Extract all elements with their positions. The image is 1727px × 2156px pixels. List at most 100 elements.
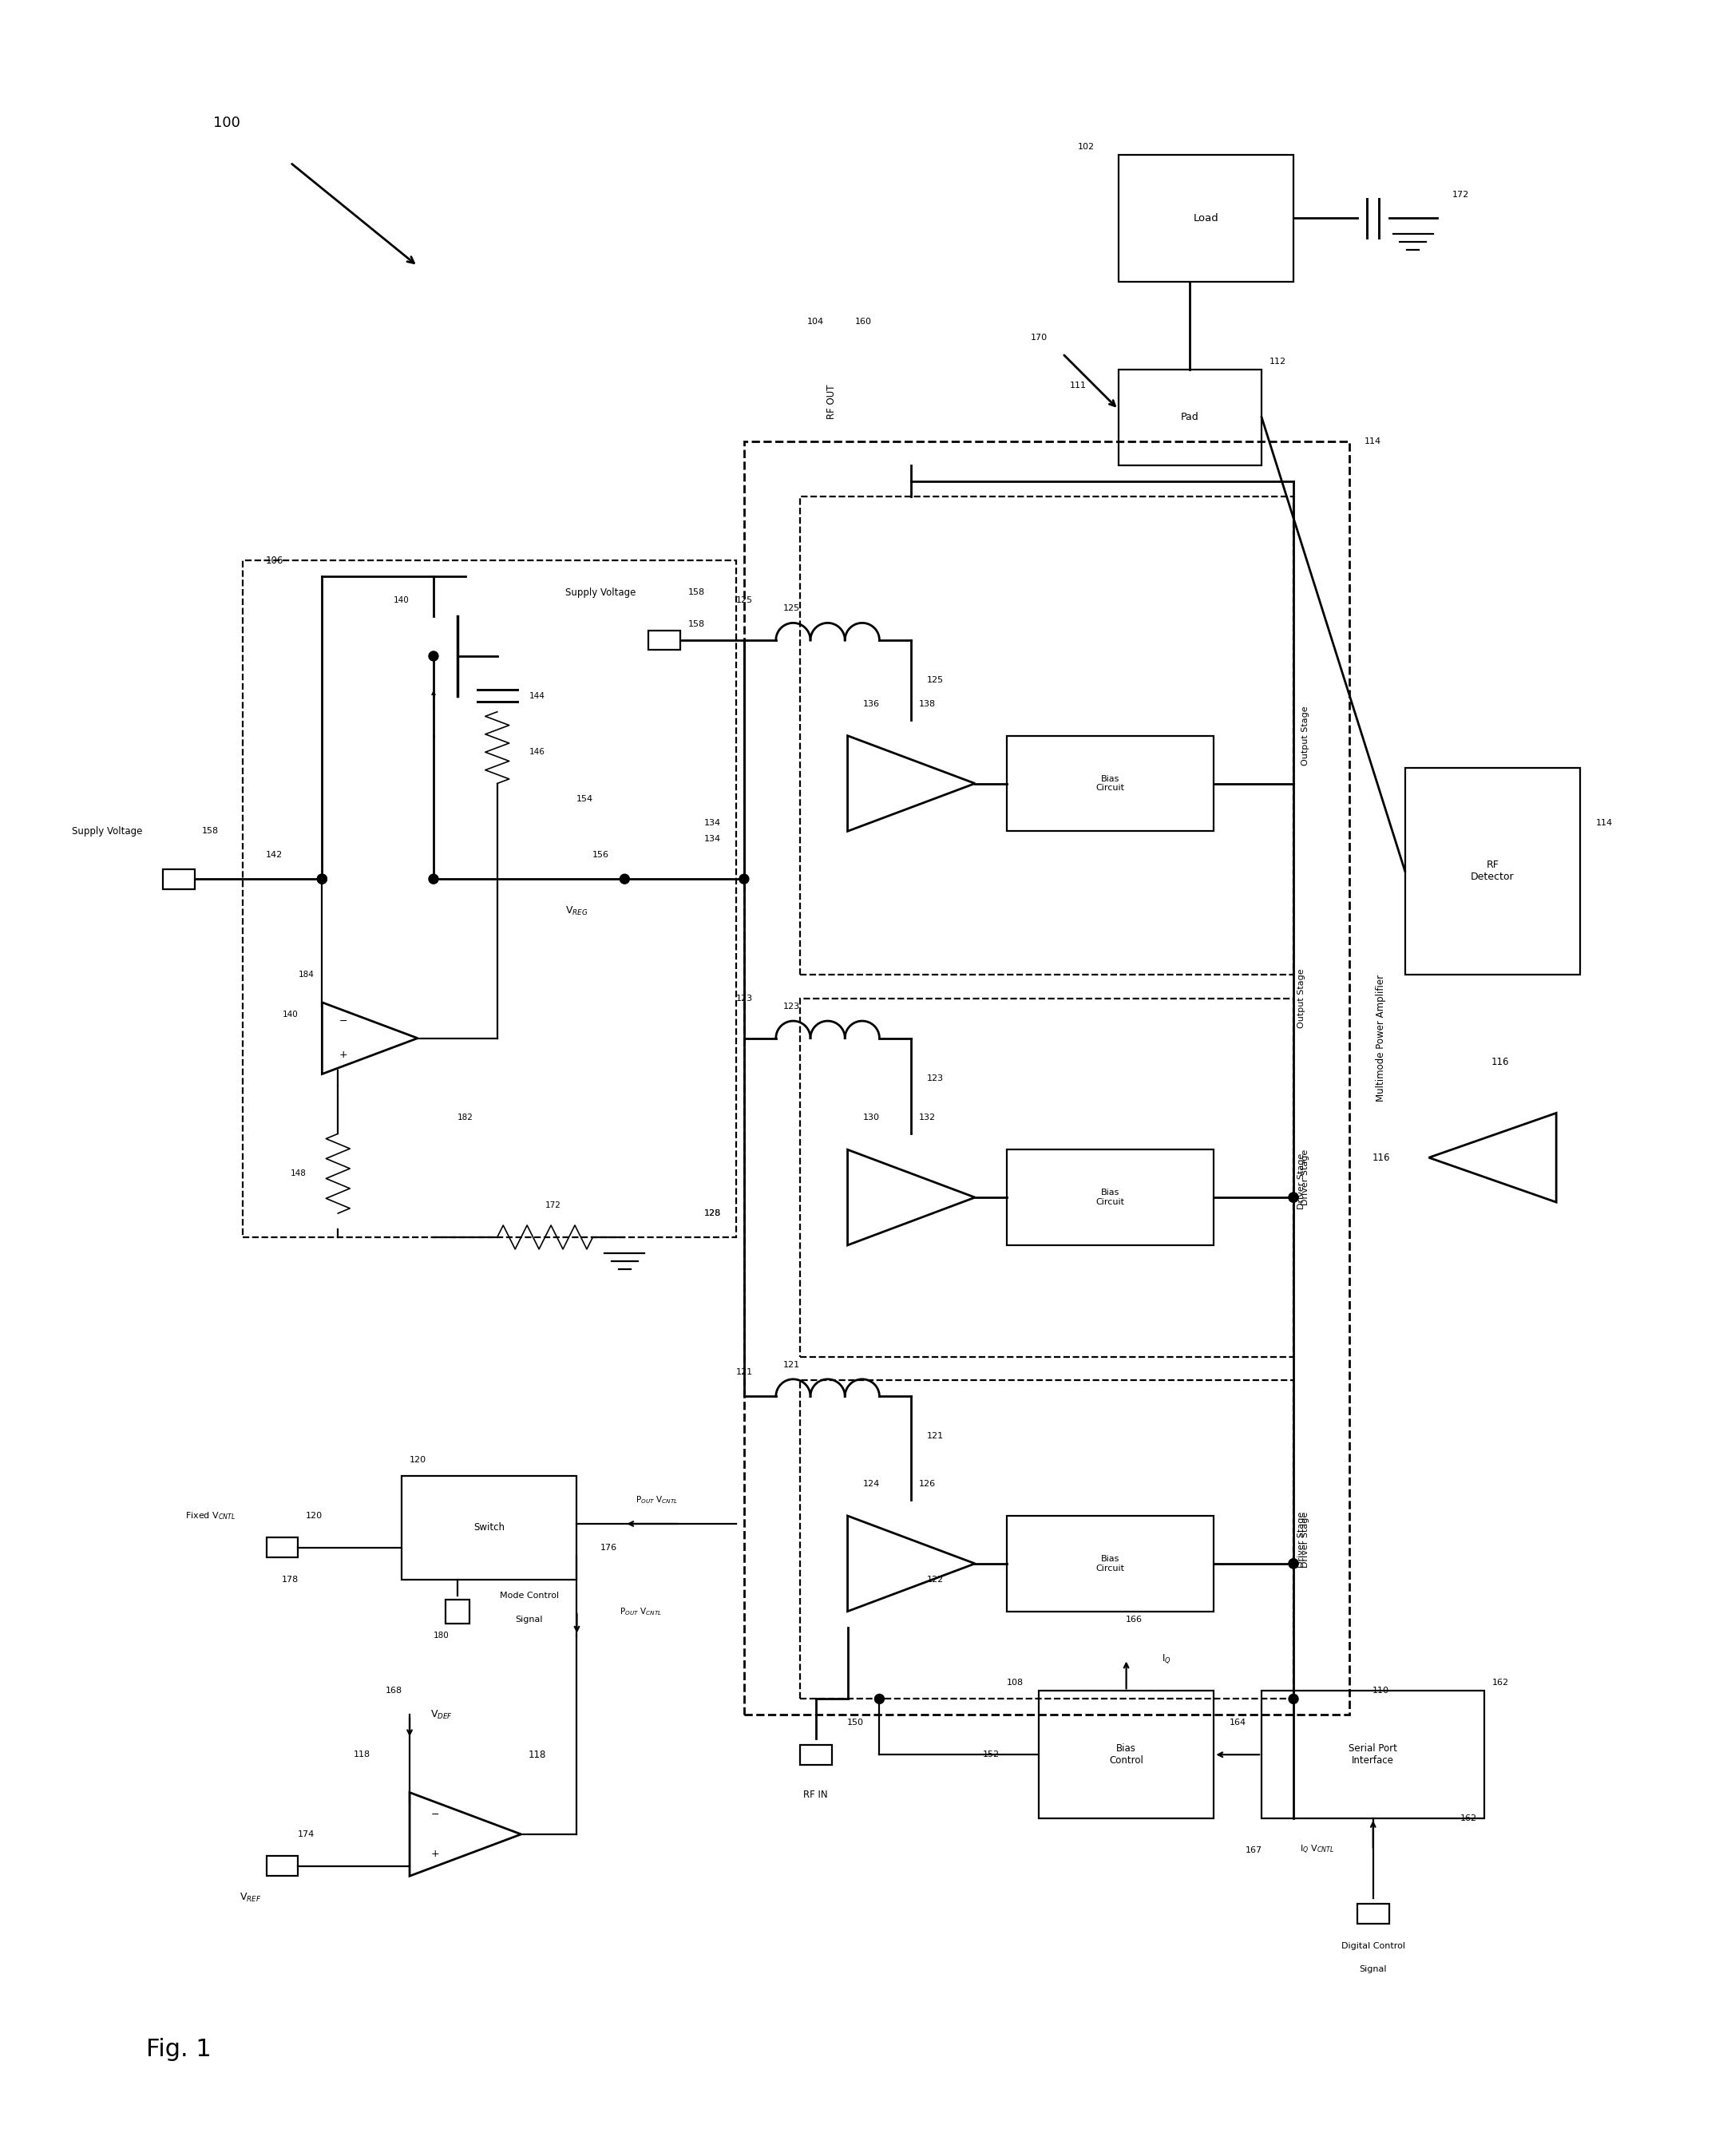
Bar [800, 1744, 832, 1764]
Text: 150: 150 [848, 1718, 864, 1727]
Text: 120: 120 [409, 1455, 427, 1464]
Text: 162: 162 [1492, 1680, 1509, 1686]
Text: Driver Stage: Driver Stage [1302, 1149, 1309, 1205]
Text: 168: 168 [385, 1686, 402, 1695]
Circle shape [428, 651, 439, 662]
Text: 126: 126 [919, 1479, 936, 1488]
Circle shape [1288, 1695, 1299, 1703]
Text: 164: 164 [1230, 1718, 1247, 1727]
Bar [800, 496, 1294, 975]
Text: 114: 114 [1596, 819, 1613, 828]
Bar [800, 1380, 1294, 1699]
Circle shape [1288, 1559, 1299, 1567]
Text: 182: 182 [458, 1115, 473, 1121]
Bar [402, 1477, 577, 1580]
Text: 121: 121 [784, 1360, 800, 1369]
Text: 102: 102 [1078, 142, 1095, 151]
Text: 144: 144 [528, 692, 546, 701]
Text: 123: 123 [927, 1074, 943, 1082]
Text: −: − [430, 1809, 439, 1820]
Text: Multimode Power Amplifier: Multimode Power Amplifier [1376, 975, 1387, 1102]
Text: 108: 108 [1007, 1680, 1022, 1686]
Circle shape [739, 873, 750, 884]
Text: I$_Q$ V$_{CNTL}$: I$_Q$ V$_{CNTL}$ [1300, 1843, 1335, 1856]
Text: P$_{OUT}$ V$_{CNTL}$: P$_{OUT}$ V$_{CNTL}$ [620, 1606, 661, 1617]
Text: Bias
Circuit: Bias Circuit [1097, 1554, 1124, 1572]
Text: 167: 167 [1245, 1846, 1262, 1854]
Text: Bias
Circuit: Bias Circuit [1097, 774, 1124, 791]
Text: 158: 158 [687, 621, 705, 627]
Bar [1007, 735, 1214, 832]
Text: 106: 106 [266, 556, 283, 565]
Text: 172: 172 [1452, 190, 1470, 198]
Text: V$_{REG}$: V$_{REG}$ [565, 906, 589, 916]
Text: Digital Control: Digital Control [1342, 1943, 1406, 1949]
Text: 142: 142 [266, 852, 283, 858]
Bar [1357, 1904, 1389, 1923]
Text: 178: 178 [282, 1576, 299, 1583]
Text: 123: 123 [736, 994, 753, 1003]
Text: 134: 134 [705, 819, 720, 828]
Text: +: + [338, 1050, 347, 1061]
Text: Bias
Control: Bias Control [1109, 1744, 1143, 1766]
Text: 125: 125 [784, 604, 800, 612]
Text: Switch: Switch [473, 1522, 504, 1533]
Text: Supply Voltage: Supply Voltage [73, 826, 142, 837]
Text: 174: 174 [297, 1830, 314, 1839]
Text: 138: 138 [919, 701, 936, 707]
Bar [1406, 768, 1580, 975]
Text: 118: 118 [354, 1751, 370, 1759]
Text: 148: 148 [290, 1169, 306, 1177]
Text: 104: 104 [807, 317, 824, 326]
Bar [800, 998, 1294, 1356]
Text: 116: 116 [1371, 1153, 1390, 1162]
Text: −: − [338, 1015, 347, 1026]
Bar [266, 1537, 299, 1557]
Text: V$_{REF}$: V$_{REF}$ [240, 1893, 261, 1904]
Text: 122: 122 [927, 1576, 943, 1583]
Text: 125: 125 [927, 677, 943, 683]
Text: P$_{OUT}$ V$_{CNTL}$: P$_{OUT}$ V$_{CNTL}$ [636, 1494, 677, 1505]
Text: 118: 118 [528, 1749, 546, 1759]
Text: 154: 154 [577, 796, 594, 804]
Bar [1262, 1690, 1485, 1818]
Text: Load: Load [1193, 213, 1219, 224]
Text: 136: 136 [864, 701, 879, 707]
Text: RF
Detector: RF Detector [1471, 860, 1515, 882]
Text: Output Stage: Output Stage [1302, 705, 1309, 765]
Text: 180: 180 [433, 1632, 449, 1639]
Circle shape [428, 873, 439, 884]
Text: 121: 121 [736, 1369, 753, 1376]
Bar [266, 1856, 299, 1876]
Bar [162, 869, 195, 888]
Text: 128: 128 [703, 1210, 720, 1218]
Circle shape [1288, 1192, 1299, 1203]
Text: 160: 160 [855, 317, 872, 326]
Text: 158: 158 [202, 828, 219, 834]
Bar [744, 442, 1349, 1714]
Bar [1119, 155, 1294, 282]
Text: Pad: Pad [1181, 412, 1199, 423]
Text: 162: 162 [1461, 1815, 1477, 1822]
Text: Serial Port
Interface: Serial Port Interface [1349, 1744, 1397, 1766]
Text: 158: 158 [687, 589, 705, 597]
Text: 184: 184 [299, 970, 314, 979]
Text: Output Stage: Output Stage [1297, 968, 1306, 1028]
Circle shape [318, 873, 326, 884]
Text: 116: 116 [1492, 1056, 1509, 1067]
Circle shape [620, 873, 629, 884]
Bar [1119, 369, 1262, 466]
Text: 170: 170 [1031, 334, 1047, 341]
Circle shape [318, 873, 326, 884]
Text: 132: 132 [919, 1115, 936, 1121]
Text: 176: 176 [601, 1544, 617, 1552]
Text: 100: 100 [212, 116, 240, 129]
Text: Fig. 1: Fig. 1 [147, 2037, 211, 2061]
Text: Driver Stage: Driver Stage [1302, 1511, 1309, 1567]
Circle shape [1288, 1559, 1299, 1567]
Text: 125: 125 [736, 597, 753, 604]
Text: 166: 166 [1126, 1615, 1143, 1623]
Text: 134: 134 [705, 834, 720, 843]
Bar [1007, 1516, 1214, 1611]
Text: Driver Stage: Driver Stage [1297, 1153, 1306, 1210]
